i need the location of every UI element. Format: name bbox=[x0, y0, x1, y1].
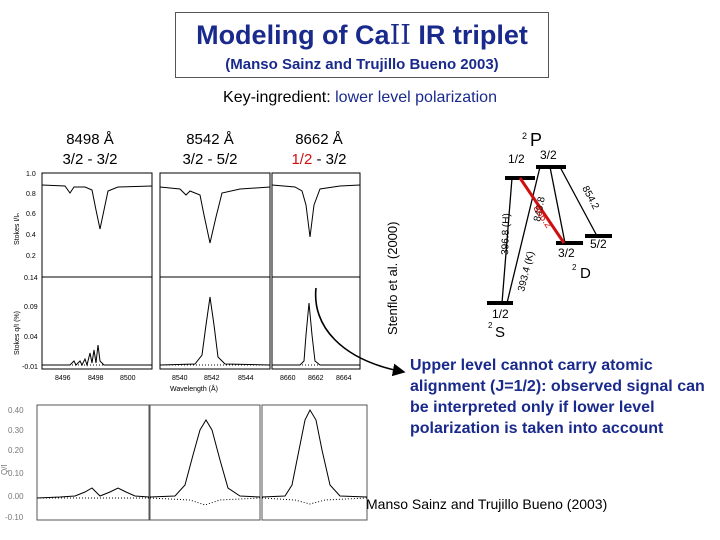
model-y-axis-label: Q/I bbox=[0, 464, 9, 475]
citation: Manso Sainz and Trujillo Bueno (2003) bbox=[366, 496, 608, 512]
panel-frame bbox=[159, 276, 271, 370]
y-tick: 0.04 bbox=[24, 334, 38, 341]
term-s-sup: 2 bbox=[488, 321, 493, 330]
y-axis-label-bottom: Stokes q/I (%) bbox=[14, 311, 21, 355]
x-tick: 8660 bbox=[280, 375, 296, 382]
line-label-8662: 8662 Å 1/2 - 3/2 bbox=[291, 131, 347, 168]
intensity-profile-8662 bbox=[271, 184, 361, 238]
panel-frame bbox=[41, 276, 153, 370]
ion-numeral: II bbox=[389, 20, 411, 51]
y-tick: 0.30 bbox=[8, 426, 24, 435]
y-tick: 0.00 bbox=[8, 492, 24, 501]
d-j2-label: 5/2 bbox=[590, 237, 607, 251]
y-tick: 0.6 bbox=[26, 211, 36, 218]
observed-spectra-figure: 1.0 0.8 0.6 0.4 0.2 0.14 0.09 0.04 -0.01… bbox=[14, 171, 361, 393]
panel-frame bbox=[271, 276, 361, 370]
y-tick: 0.09 bbox=[24, 304, 38, 311]
d-j1-label: 3/2 bbox=[558, 246, 575, 260]
x-tick: 8542 bbox=[204, 375, 220, 382]
term-p-label: P bbox=[530, 130, 542, 150]
line-label-8498: 8498 Å 3/2 - 3/2 bbox=[62, 131, 118, 168]
y-tick: 0.10 bbox=[8, 469, 24, 478]
transition-label-3968: 396.8 (H) bbox=[500, 213, 512, 255]
arrow-line bbox=[314, 287, 406, 377]
polarization-profile-8498 bbox=[42, 344, 152, 367]
p-j2-label: 3/2 bbox=[540, 148, 557, 162]
panel-frame bbox=[149, 404, 261, 521]
model-profile-8498 bbox=[36, 487, 150, 499]
x-tick: 8540 bbox=[172, 375, 188, 382]
polarization-profile-8542 bbox=[159, 296, 271, 366]
y-tick: 0.40 bbox=[8, 406, 24, 415]
term-s-label: S bbox=[495, 324, 505, 341]
intensity-profile-8542 bbox=[159, 186, 271, 244]
y-tick: 0.14 bbox=[24, 275, 38, 282]
transition-8542 bbox=[559, 166, 598, 237]
line-label-8542: 8542 Å 3/2 - 5/2 bbox=[182, 131, 238, 168]
panel-frame bbox=[36, 404, 150, 521]
y-tick: 1.0 bbox=[26, 171, 36, 178]
x-tick: 8500 bbox=[120, 375, 136, 382]
term-d-label: D bbox=[580, 265, 591, 282]
transition-8498 bbox=[549, 166, 566, 244]
pointer-arrow bbox=[314, 287, 406, 377]
s-j-label: 1/2 bbox=[492, 307, 509, 321]
key-label: Key-ingredient: bbox=[223, 89, 331, 106]
x-tick: 8496 bbox=[55, 375, 71, 382]
y-tick: 0.2 bbox=[26, 253, 36, 260]
key-value: lower level polarization bbox=[335, 89, 497, 106]
explanation-note: Upper level cannot carry atomic alignmen… bbox=[410, 357, 705, 437]
intensity-profile-8498 bbox=[41, 184, 153, 230]
energy-level-diagram: P 2 1/2 3/2 D 2 3/2 5/2 S 2 1/2 396.8 (H… bbox=[487, 130, 612, 341]
transition-label-8498: 849.8 bbox=[532, 195, 548, 222]
y-tick: -0.10 bbox=[5, 513, 24, 522]
transition-label-8542: 854.2 bbox=[579, 184, 601, 212]
polarization-profile-8662 bbox=[272, 302, 360, 366]
x-tick: 8544 bbox=[238, 375, 254, 382]
slide-title: Modeling of CaII IR triplet bbox=[196, 20, 528, 51]
transition-8662 bbox=[518, 177, 566, 244]
transition-label-3934: 393.4 (K) bbox=[516, 250, 537, 293]
transition-3968 bbox=[501, 177, 513, 304]
y-axis-label-top: Stokes I/Iₙ bbox=[14, 213, 21, 245]
term-d-sup: 2 bbox=[572, 263, 577, 272]
y-tick: 0.4 bbox=[26, 232, 36, 239]
key-ingredient-line: Key-ingredient: lower level polarization bbox=[150, 89, 570, 107]
panel-frame bbox=[261, 404, 368, 521]
term-p-sup: 2 bbox=[522, 131, 527, 141]
y-tick: -0.01 bbox=[22, 364, 38, 371]
x-axis-label: Wavelength (Å) bbox=[170, 384, 218, 393]
p-j1-label: 1/2 bbox=[508, 152, 525, 166]
model-profile-8542 bbox=[149, 419, 261, 498]
x-tick: 8662 bbox=[308, 375, 324, 382]
title-box bbox=[175, 12, 549, 78]
transition-3934 bbox=[506, 166, 541, 304]
panel-frame bbox=[41, 172, 153, 278]
slide-subtitle: (Manso Sainz and Trujillo Bueno 2003) bbox=[225, 56, 499, 73]
x-tick: 8664 bbox=[336, 375, 352, 382]
y-tick: 0.8 bbox=[26, 191, 36, 198]
y-tick: 0.20 bbox=[8, 446, 24, 455]
panel-frame bbox=[271, 172, 361, 278]
model-figure: 0.40 0.30 0.20 0.10 0.00 -0.10 Q/I bbox=[0, 404, 368, 522]
x-tick: 8498 bbox=[88, 375, 104, 382]
model-profile-8662 bbox=[261, 408, 368, 498]
